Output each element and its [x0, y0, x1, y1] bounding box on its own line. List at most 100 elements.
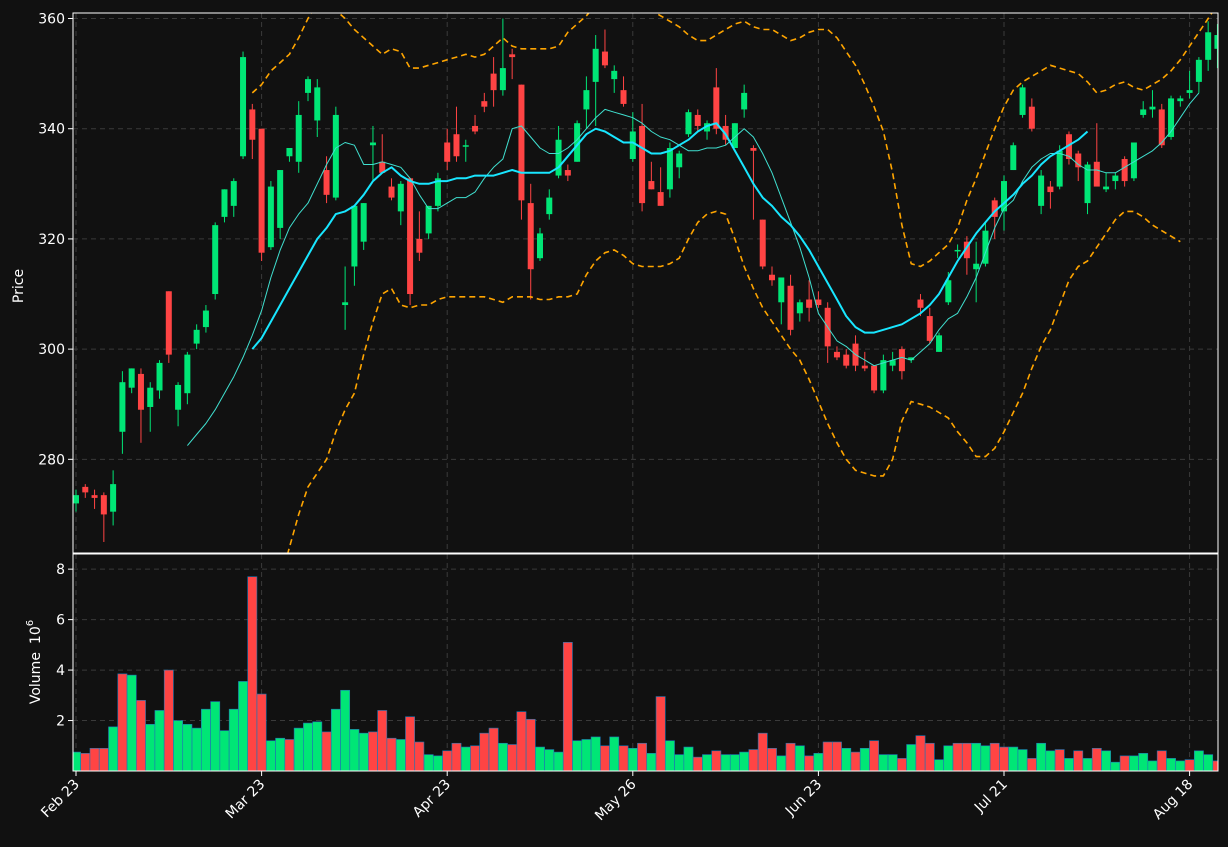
candle-body [1168, 98, 1175, 137]
volume-bar [1082, 758, 1093, 771]
volume-bar [767, 747, 777, 771]
candle-body [425, 205, 432, 234]
volume-bar [952, 742, 963, 771]
candle-body [666, 148, 673, 190]
candle-body [1149, 106, 1156, 110]
volume-bar [191, 727, 202, 771]
candle-body [1158, 109, 1165, 146]
volume-bar [1110, 761, 1121, 771]
volume-bar [247, 576, 258, 771]
candle-body [908, 357, 915, 361]
volume-bar [999, 746, 1009, 771]
volume-bar [460, 746, 471, 771]
volume-bar [284, 739, 295, 771]
volume-bar [321, 731, 332, 771]
candle-body [379, 161, 386, 173]
candle-body [267, 186, 274, 248]
volume-bar [859, 747, 870, 771]
candle-body [444, 142, 451, 162]
candle-body [973, 263, 980, 270]
candle-body [407, 178, 414, 295]
candle-body [434, 178, 441, 206]
candle-body [769, 274, 775, 281]
volume-axis-label-text: Volume [28, 652, 44, 704]
candle-body [212, 225, 219, 295]
volume-bar [1064, 758, 1074, 771]
candle-body [128, 368, 135, 388]
volume-bar [451, 742, 462, 771]
volume-bar [516, 711, 527, 771]
price-ytick-label: 280 [38, 452, 65, 468]
volume-bar [674, 754, 685, 771]
candle-body [982, 230, 989, 264]
volume-bar [145, 724, 156, 771]
candle-body [843, 354, 850, 366]
candle-body [351, 205, 358, 267]
candle-body [592, 48, 599, 82]
candle-body [926, 316, 933, 341]
volume-bar [1073, 750, 1084, 771]
candle-body [165, 291, 172, 355]
volume-bar [887, 754, 898, 771]
volume-bar [971, 742, 982, 771]
candle-body [323, 170, 330, 195]
candle-body [1140, 109, 1147, 115]
volume-bar [201, 708, 211, 771]
volume-bar [219, 730, 230, 771]
candle-body [787, 285, 794, 330]
volume-panel-frame [72, 553, 1219, 772]
candle-body [629, 131, 636, 160]
candle-body [936, 335, 943, 352]
volume-bar [869, 740, 879, 771]
volume-bar [108, 726, 119, 771]
volume-bar [414, 741, 425, 771]
volume-bar [1101, 750, 1111, 771]
volume-bar [906, 744, 917, 771]
candle-body [119, 382, 126, 432]
volume-bar [794, 745, 805, 771]
candle-body [1028, 106, 1035, 129]
volume-bar [646, 753, 657, 771]
volume-bar [1175, 760, 1186, 771]
volume-bar [1129, 755, 1139, 771]
candle-body [527, 203, 534, 270]
candle-body [898, 349, 905, 372]
candle-body [704, 123, 711, 132]
candle-body [184, 354, 191, 394]
volume-bar [692, 756, 703, 771]
candle-body [416, 238, 423, 253]
volume-bar [553, 751, 564, 771]
volume-bar [1045, 750, 1056, 771]
volume-bar [507, 744, 518, 771]
candle-body [147, 387, 154, 407]
volume-bar [1193, 750, 1204, 771]
volume-bar [980, 745, 991, 771]
volume-bar [850, 751, 861, 771]
volume-bar [163, 669, 174, 771]
candle-body [202, 310, 209, 328]
candle-body [1056, 150, 1063, 187]
volume-series [73, 576, 1218, 771]
volume-bar [293, 727, 304, 771]
candle-body [1130, 142, 1137, 179]
volume-bar [349, 729, 360, 771]
candle-body [574, 123, 581, 162]
volume-bar [228, 708, 239, 771]
volume-bar [1156, 750, 1167, 771]
volume-ytick-label: 8 [56, 562, 65, 578]
volume-bar [98, 747, 109, 771]
candle-body [258, 128, 265, 253]
volume-bar [665, 740, 675, 771]
volume-bar [405, 716, 415, 771]
candle-body [1195, 59, 1202, 82]
candle-body [1112, 175, 1119, 182]
volume-bar [961, 742, 972, 771]
volume-bar [776, 755, 787, 771]
candle-body [750, 148, 757, 151]
candle-body [537, 233, 543, 259]
candle-body [295, 114, 302, 162]
candle-body [518, 84, 525, 201]
volume-bar [1008, 746, 1019, 771]
volume-ytick-label: 4 [56, 663, 65, 679]
